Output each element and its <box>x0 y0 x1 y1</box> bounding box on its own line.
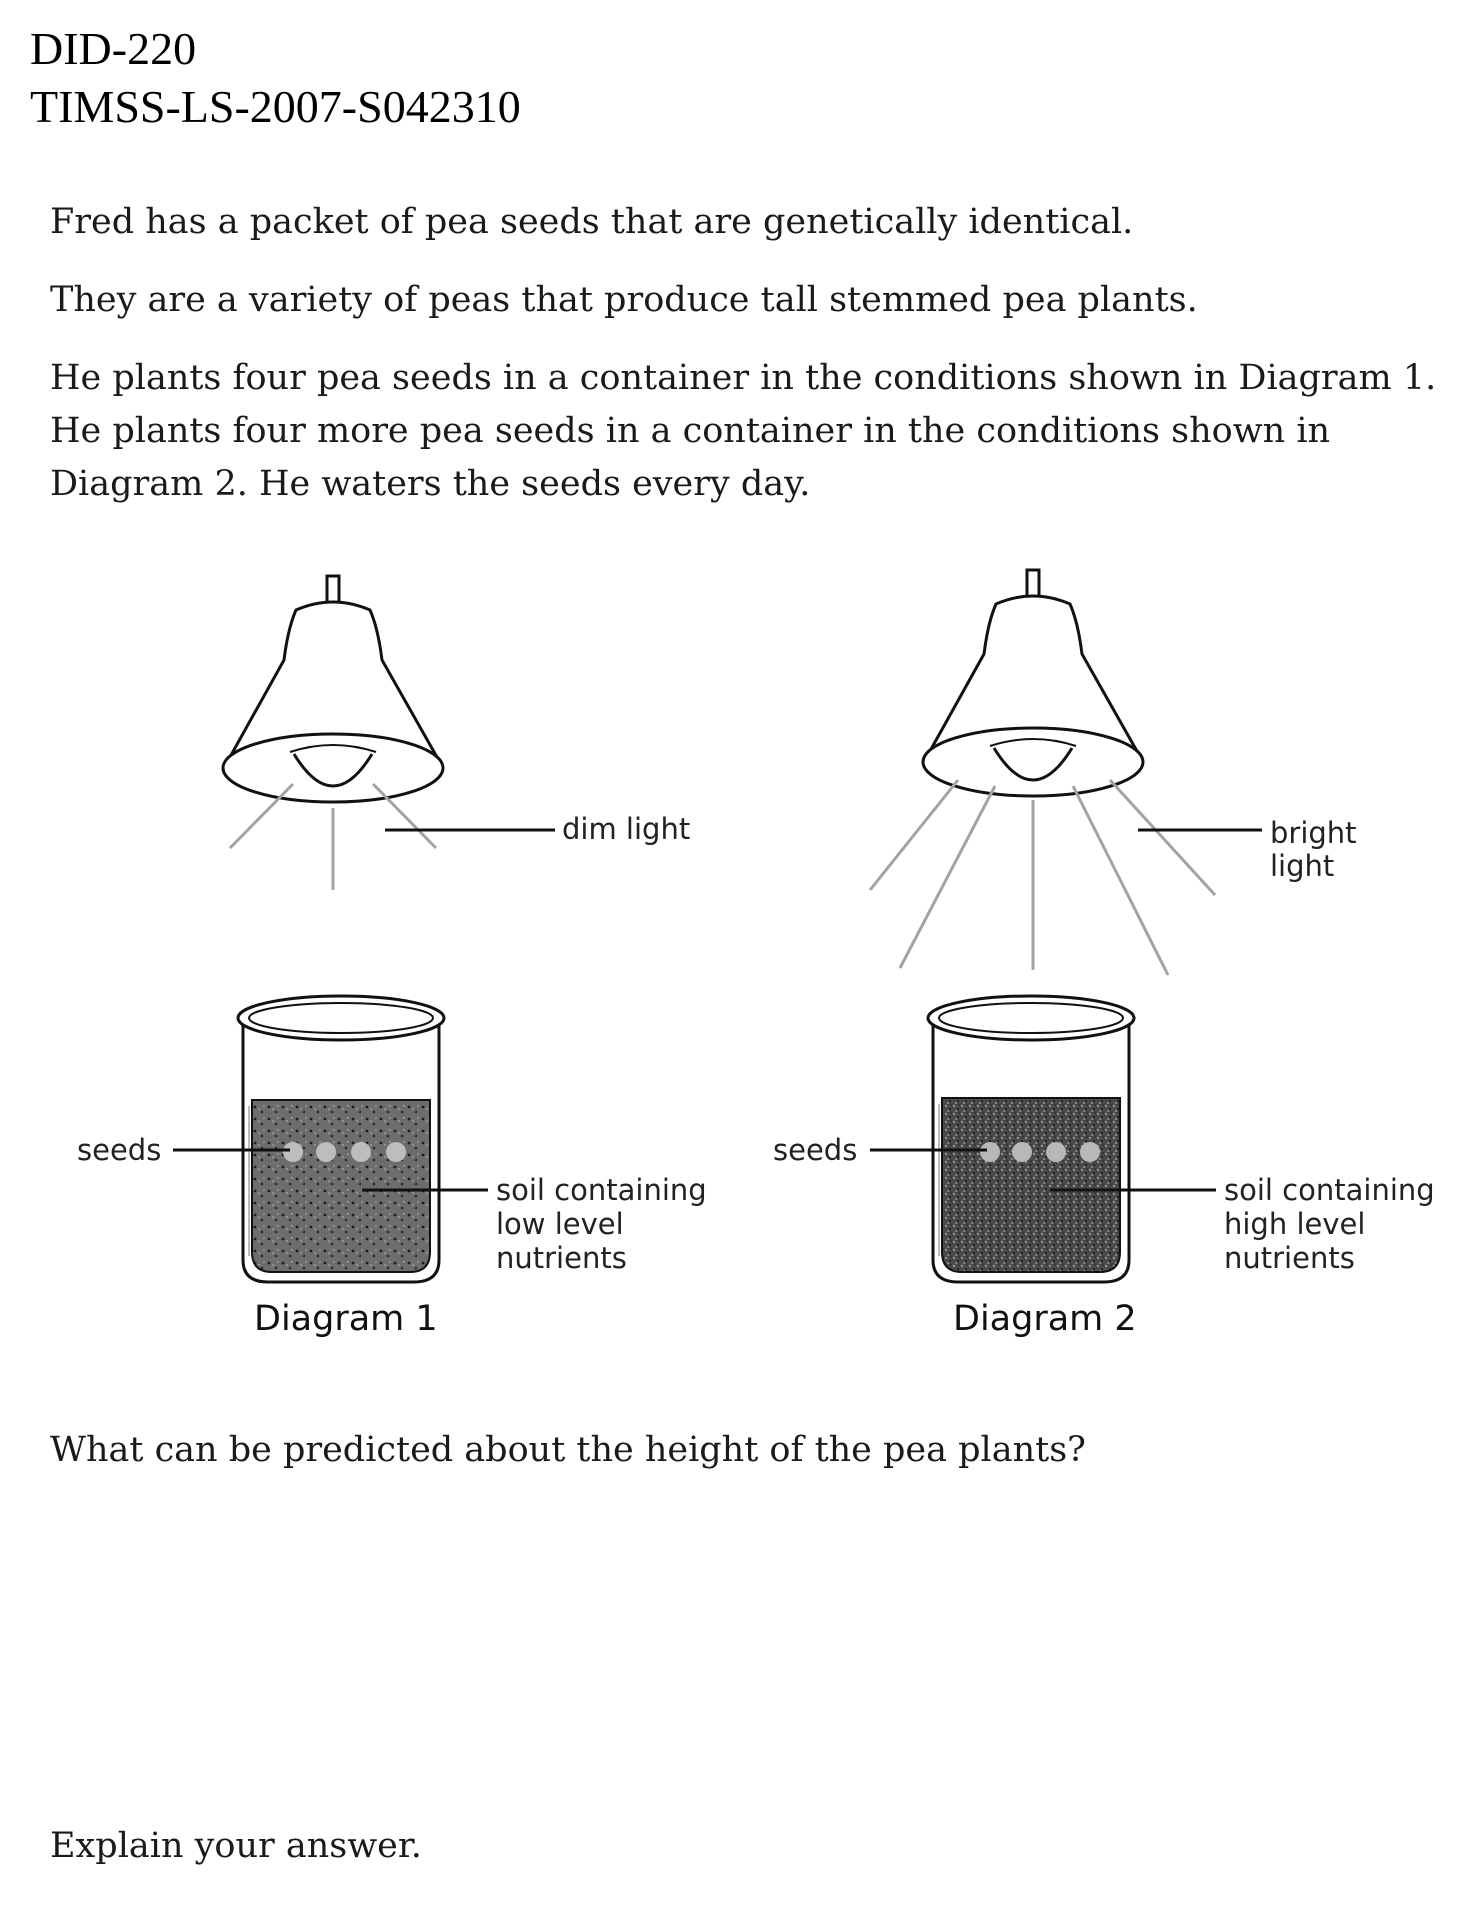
lamp-bright-icon <box>921 568 1145 798</box>
passage-sentence-2: They are a variety of peas that produce … <box>50 280 1198 320</box>
question-prompt: What can be predicted about the height o… <box>50 1430 1086 1470</box>
passage-line-3b: He plants four more pea seeds in a conta… <box>50 411 1331 451</box>
beaker-1 <box>236 994 446 1284</box>
lamp-dim-icon <box>221 574 445 804</box>
soil-label-2-line3: nutrients <box>1224 1241 1355 1275</box>
seeds-row-1 <box>283 1142 406 1162</box>
bright-light-label-line2: light <box>1270 849 1334 883</box>
soil-label-2-line2: high level <box>1224 1207 1365 1241</box>
diagram-1-caption: Diagram 1 <box>254 1299 438 1339</box>
soil-label-2-line1: soil containing <box>1224 1173 1435 1207</box>
seeds-label-1: seeds <box>77 1133 161 1167</box>
seeds-row-2 <box>980 1142 1100 1162</box>
experiment-figure: dim light seeds soil containing low leve… <box>77 568 1435 1339</box>
diagram-1: dim light seeds soil containing low leve… <box>77 574 707 1339</box>
soil-label-1-line2: low level <box>496 1207 624 1241</box>
bright-light-label-line1: bright <box>1270 816 1357 850</box>
seeds-label-2: seeds <box>773 1133 857 1167</box>
dim-light-rays <box>228 782 438 890</box>
document-id: DID-220 <box>30 23 197 74</box>
diagram-2: bright light seeds soil containing high … <box>773 568 1435 1339</box>
passage-sentence-3: He plants four pea seeds in a container … <box>50 352 1436 511</box>
beaker-2 <box>926 994 1136 1284</box>
bright-light-rays <box>868 778 1217 976</box>
soil-label-1-line3: nutrients <box>496 1241 627 1275</box>
soil-label-1-line1: soil containing <box>496 1173 707 1207</box>
item-code: TIMSS-LS-2007-S042310 <box>30 81 521 132</box>
passage-line-3c: Diagram 2. He waters the seeds every day… <box>50 464 811 504</box>
explain-prompt: Explain your answer. <box>50 1826 422 1866</box>
passage-line-3a: He plants four pea seeds in a container … <box>50 358 1437 398</box>
diagram-2-caption: Diagram 2 <box>953 1299 1137 1339</box>
dim-light-label: dim light <box>562 812 690 846</box>
passage-sentence-1: Fred has a packet of pea seeds that are … <box>50 202 1134 242</box>
